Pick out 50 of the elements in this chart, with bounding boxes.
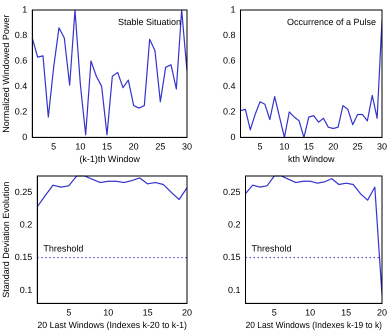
x-tick-label: 5 — [258, 141, 263, 152]
x-axis-title: 20 Last Windows (Indexes k-20 to k-1) — [37, 320, 187, 330]
x-tick-label: 15 — [341, 307, 352, 318]
y-tick-label: 0.8 — [14, 30, 28, 40]
x-tick-label: 30 — [376, 141, 388, 152]
y-tick-label: 0.6 — [222, 55, 236, 66]
x-tick-label: 20 — [328, 141, 338, 152]
x-tick-label: 30 — [182, 141, 192, 152]
y-tick-label: 1 — [22, 4, 28, 14]
y-tick-label: 0.4 — [222, 80, 236, 91]
x-tick-label: 20 — [182, 307, 192, 318]
x-tick-label: 10 — [305, 307, 316, 318]
x-tick-label: 20 — [128, 141, 139, 152]
x-tick-label: 5 — [51, 141, 56, 152]
annotation: Occurrence of a Pulse — [286, 16, 376, 27]
y-tick-label: 0.15 — [14, 252, 32, 262]
y-tick-label: 0.6 — [14, 55, 28, 66]
annotation: Stable Situation — [118, 16, 181, 27]
y-tick-label: 0.25 — [222, 186, 241, 197]
y-tick-label: 0.2 — [14, 106, 28, 116]
x-axis-title: (k-1)th Window — [79, 154, 140, 164]
ref-line-label: Threshold — [252, 244, 292, 254]
y-tick-label: 0 — [22, 132, 28, 142]
y-tick-label: 1 — [230, 4, 236, 14]
x-tick-label: 5 — [272, 307, 277, 318]
x-tick-label: 20 — [376, 307, 388, 318]
y-tick-label: 0.15 — [222, 252, 241, 262]
x-axis-title: 20 Last Windows (Indexes k-19 to k) — [246, 320, 382, 330]
y-tick-label: 0.1 — [20, 284, 32, 295]
y-axis-title: Standard Deviation Evolution — [0, 182, 11, 298]
y-tick-label: 0.4 — [14, 80, 28, 91]
x-tick-label: 10 — [75, 141, 86, 152]
y-tick-label: 0.1 — [228, 284, 241, 295]
x-tick-label: 15 — [142, 307, 153, 318]
y-tick-label: 0.2 — [228, 219, 241, 230]
x-tick-label: 10 — [103, 307, 114, 318]
x-tick-label: 5 — [66, 307, 72, 318]
y-tick-label: 0.2 — [20, 219, 32, 230]
y-axis-title: Normalized Windowed Power — [0, 14, 11, 133]
y-tick-label: 0.8 — [222, 30, 236, 40]
ref-line-label: Threshold — [43, 244, 84, 254]
x-tick-label: 15 — [102, 141, 112, 152]
x-tick-label: 25 — [155, 141, 166, 152]
y-tick-label: 0.2 — [222, 106, 236, 116]
y-tick-label: 0.25 — [14, 186, 32, 197]
x-tick-label: 15 — [304, 141, 314, 152]
x-tick-label: 10 — [279, 141, 290, 152]
x-axis-title: kth Window — [288, 154, 336, 164]
x-tick-label: 25 — [352, 141, 363, 152]
y-tick-label: 0 — [230, 132, 236, 142]
